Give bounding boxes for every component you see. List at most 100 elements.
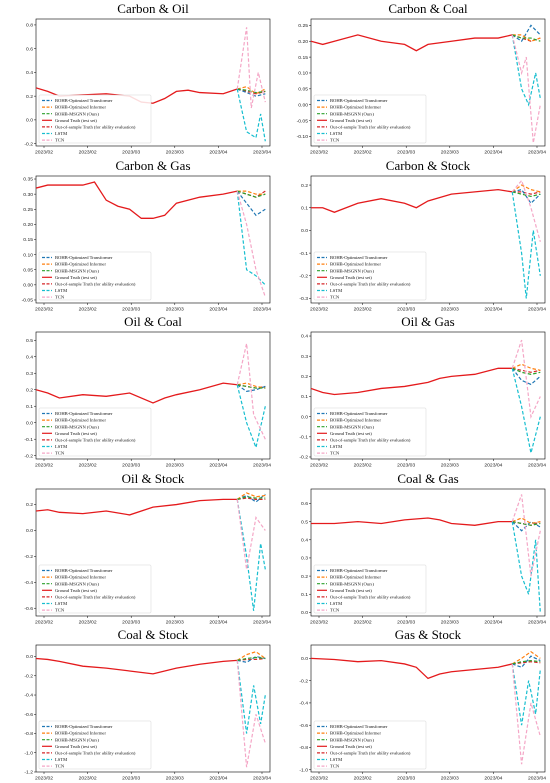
y-tick-label: -0.05	[297, 118, 309, 124]
x-tick-label: 2023/03	[166, 306, 184, 312]
y-tick-label: -0.6	[24, 606, 33, 612]
y-tick-label: -0.4	[299, 701, 308, 707]
legend-label: BOHB-Optimized Informer	[330, 731, 381, 736]
x-tick-label: 2023/04	[484, 619, 502, 625]
x-tick-label: 2023/03	[441, 776, 459, 782]
x-tick-label: 2023/04	[528, 776, 546, 782]
series-line	[512, 520, 541, 526]
legend-label: Out-of-sample Truth (for ability evaluat…	[55, 594, 136, 599]
series-line	[236, 384, 266, 450]
legend-label: TCN	[330, 764, 340, 769]
series-line	[511, 520, 541, 532]
y-tick-label: 0.3	[301, 555, 308, 561]
legend-label: TCN	[55, 764, 65, 769]
y-tick-label: 0.4	[301, 537, 308, 543]
chart-panel: Oil & Gas -0.2 -0.1 0.0 0.1 0.2 0.3 0.4 2023/02 2…	[275, 313, 550, 470]
y-tick-label: -0.2	[299, 273, 308, 279]
y-tick-label: 0.5	[26, 338, 33, 344]
legend-label: Out-of-sample Truth (for ability evaluat…	[55, 124, 136, 129]
y-tick-label: 0.30	[23, 191, 33, 197]
x-tick-label: 2023/02	[354, 149, 372, 155]
chart-svg: Carbon & Coal -0.10 -0.05 0.00 0.05 0.10 0.15 0…	[297, 1, 547, 155]
legend-label: LSTM	[330, 757, 342, 762]
series-group	[311, 651, 541, 765]
chart-title: Oil & Coal	[124, 314, 182, 329]
y-tick-label: 0.05	[298, 87, 308, 93]
y-tick-label: 0.4	[26, 355, 33, 361]
plot-frame	[310, 645, 546, 773]
legend-label: BOHB-Optimized Transformer	[55, 255, 113, 260]
legend-label: TCN	[55, 451, 65, 456]
x-tick-label: 2023/03	[122, 619, 140, 625]
series-line	[311, 188, 513, 213]
chart-title: Carbon & Oil	[117, 1, 189, 16]
x-tick-label: 2023/04	[253, 149, 271, 155]
legend-label: Ground Truth (test set)	[55, 431, 97, 436]
x-tick-label: 2023/03	[122, 306, 140, 312]
x-tick-label: 2023/03	[166, 619, 184, 625]
series-line	[236, 343, 266, 440]
chart-svg: Gas & Stock -1.0 -0.8 -0.6 -0.4 -0.2 0.0 2023/0…	[299, 627, 546, 782]
series-line	[236, 190, 266, 216]
x-tick-label: 2023/03	[397, 463, 415, 469]
y-tick-label: 0.25	[298, 23, 308, 29]
series-group	[311, 340, 541, 454]
y-tick-label: 0.0	[26, 655, 33, 661]
x-tick-label: 2023/02	[354, 619, 372, 625]
series-line	[236, 660, 266, 768]
y-tick-label: -0.6	[299, 723, 308, 729]
legend-label: Ground Truth (test set)	[330, 588, 372, 593]
legend-label: BOHB-MSGNN (Ours)	[330, 424, 374, 429]
y-tick-label: 0.2	[301, 374, 308, 380]
legend-label: BOHB-MSGNN (Ours)	[55, 738, 99, 743]
legend-label: Ground Truth (test set)	[330, 274, 372, 279]
legend-label: Out-of-sample Truth (for ability evaluat…	[330, 438, 411, 443]
series-line	[512, 34, 541, 42]
legend-label: TCN	[55, 138, 65, 143]
chart-title: Gas & Stock	[395, 627, 462, 642]
legend-label: BOHB-Optimized Transformer	[55, 724, 113, 729]
y-tick-label: -1.0	[24, 751, 33, 757]
plot-frame	[310, 488, 546, 617]
x-tick-label: 2023/02	[310, 619, 328, 625]
plot-frame	[35, 488, 271, 617]
series-line	[36, 382, 238, 404]
y-tick-label: -1.2	[24, 770, 33, 776]
legend-label: LSTM	[330, 131, 342, 136]
x-tick-label: 2023/04	[209, 619, 227, 625]
x-tick-label: 2023/03	[166, 149, 184, 155]
chart-svg: Oil & Coal -0.2 -0.1 0.0 0.1 0.2 0.3 0.4 0.5 2023…	[24, 314, 271, 469]
x-tick-label: 2023/02	[35, 776, 53, 782]
legend-label: LSTM	[330, 288, 342, 293]
series-line	[511, 183, 541, 193]
y-tick-label: -0.6	[24, 712, 33, 718]
y-tick-label: 0.6	[301, 501, 308, 507]
plot-frame	[35, 331, 271, 460]
legend-box	[313, 721, 427, 770]
legend-label: BOHB-Optimized Transformer	[330, 411, 388, 416]
series-line	[511, 664, 541, 726]
chart-panel: Carbon & Coal -0.10 -0.05 0.00 0.05 0.10 0.15 0…	[275, 0, 550, 157]
y-tick-label: 0.00	[298, 102, 308, 108]
series-line	[511, 368, 541, 454]
legend-label: BOHB-Optimized Transformer	[330, 724, 388, 729]
plot-frame	[35, 645, 271, 773]
legend-label: BOHB-Optimized Informer	[55, 261, 106, 266]
legend-label: Out-of-sample Truth (for ability evaluat…	[330, 751, 411, 756]
series-line	[36, 180, 238, 219]
legend-label: BOHB-Optimized Transformer	[55, 411, 113, 416]
series-line	[511, 34, 541, 143]
y-tick-label: 0.4	[26, 70, 33, 76]
x-tick-label: 2023/02	[79, 306, 97, 312]
series-group	[311, 24, 541, 143]
series-line	[236, 499, 266, 611]
x-tick-label: 2023/02	[354, 776, 372, 782]
legend-label: BOHB-MSGNN (Ours)	[330, 738, 374, 743]
chart-panel: Gas & Stock -1.0 -0.8 -0.6 -0.4 -0.2 0.0 2023/0…	[275, 626, 550, 783]
x-tick-label: 2023/02	[35, 463, 53, 469]
legend-label: LSTM	[330, 601, 342, 606]
chart-title: Carbon & Gas	[115, 158, 190, 173]
x-tick-label: 2023/04	[253, 463, 271, 469]
y-tick-label: -0.1	[299, 435, 308, 441]
series-line	[511, 368, 541, 386]
